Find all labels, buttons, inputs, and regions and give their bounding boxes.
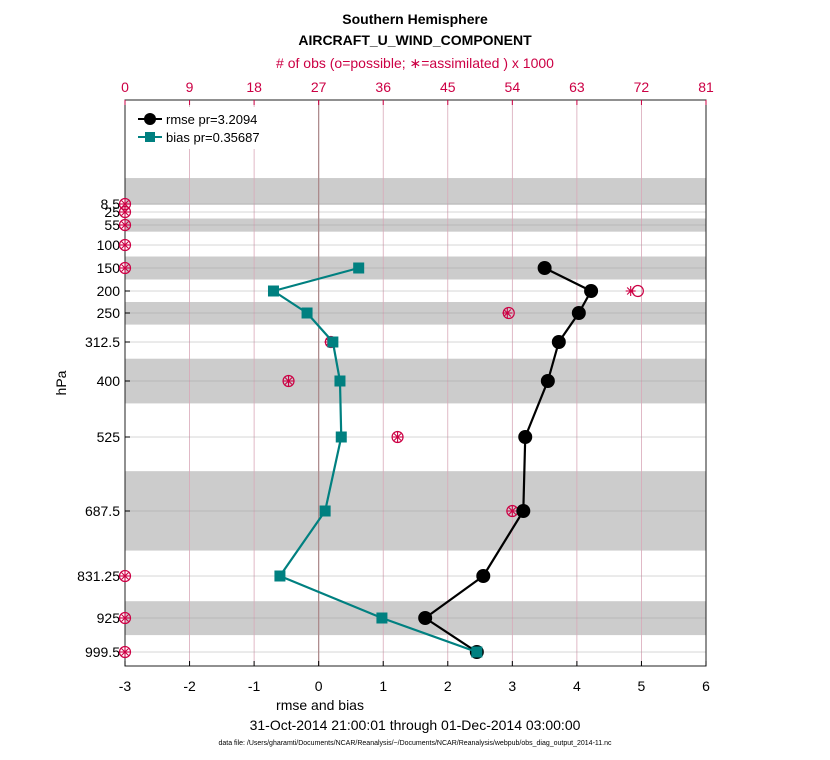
- obs-possible-marker: [391, 430, 404, 444]
- rmse-point: [418, 611, 433, 625]
- top-tick-label: 81: [698, 79, 714, 95]
- bias-point: [335, 431, 347, 443]
- obs-markers: [118, 197, 644, 659]
- x-tick-label: 1: [379, 678, 387, 694]
- y-tick-label: 400: [97, 373, 121, 389]
- legend: rmse pr=3.2094 bias pr=0.35687: [133, 107, 277, 149]
- y-tick-label: 200: [97, 283, 121, 299]
- y-tick-label: 525: [97, 429, 121, 445]
- plot-frame: [124, 99, 707, 667]
- obs-possible-marker: [118, 611, 132, 625]
- obs-possible-marker: [118, 645, 132, 659]
- obs-assimilated-marker: [120, 647, 130, 657]
- axis-ticks: -3 -2 -1 0 1 2 3 4 5 60 9 18 27 36 45 54 63 72 818.5255510…: [77, 79, 714, 694]
- x-tick-label: -2: [183, 678, 196, 694]
- y-tick-label: 250: [97, 305, 121, 321]
- y-tick-label: 925: [97, 610, 121, 626]
- date-range: 31-Oct-2014 21:00:01 through 01-Dec-2014…: [250, 717, 581, 733]
- obs-possible-marker: [282, 374, 295, 388]
- y-tick-label: 8.5: [101, 196, 121, 212]
- y-tick-label: 100: [97, 237, 121, 253]
- obs-assimilated-marker: [120, 220, 130, 230]
- obs-possible-marker: [118, 238, 132, 252]
- bias-point: [376, 612, 388, 624]
- top-tick-label: 36: [375, 79, 391, 95]
- rmse-point: [518, 430, 533, 444]
- rmse-line: [424, 267, 593, 653]
- top-tick-label: 27: [311, 79, 327, 95]
- top-tick-label: 18: [246, 79, 262, 95]
- bias-point: [353, 262, 365, 274]
- obs-possible-marker: [118, 218, 132, 232]
- series-lines: [267, 261, 599, 659]
- legend-box: [133, 107, 277, 149]
- legend-rmse-label: rmse pr=3.2094: [166, 112, 257, 127]
- x-tick-label: -3: [119, 678, 132, 694]
- legend-bias-marker: [145, 132, 155, 142]
- y-tick-label: 312.5: [85, 334, 120, 350]
- obs-assimilated-marker: [120, 613, 130, 623]
- top-tick-label: 0: [121, 79, 129, 95]
- obs-possible-marker: [118, 261, 132, 275]
- bias-point: [471, 646, 483, 658]
- obs-assimilated-marker: [120, 263, 130, 273]
- rmse-point: [516, 504, 531, 518]
- footnote: data file: /Users/gharamti/Documents/NCA…: [218, 740, 612, 747]
- y-tick-label: 25: [104, 204, 120, 220]
- legend-bias-label: bias pr=0.35687: [166, 130, 260, 145]
- y-axis-label: hPa: [53, 370, 69, 395]
- chart-subtitle: AIRCRAFT_U_WIND_COMPONENT: [298, 32, 532, 48]
- obs-assimilated-marker: [283, 376, 294, 386]
- x-tick-label: 5: [638, 678, 646, 694]
- obs-assimilated-marker: [392, 432, 403, 442]
- x-tick-label: 0: [315, 678, 323, 694]
- gray-bands: [125, 178, 706, 636]
- top-tick-label: 63: [569, 79, 585, 95]
- x-tick-label: -1: [248, 678, 261, 694]
- rmse-point: [540, 374, 555, 388]
- bias-point: [319, 505, 331, 517]
- y-tick-label: 55: [104, 217, 120, 233]
- bias-line: [272, 266, 478, 654]
- bias-point: [334, 375, 346, 387]
- legend-rmse-marker: [144, 113, 156, 125]
- rmse-point: [584, 284, 599, 298]
- obs-assimilated-marker: [507, 506, 518, 516]
- y-tick-label: 687.5: [85, 503, 120, 519]
- y-tick-label: 999.5: [85, 644, 120, 660]
- obs-assimilated-marker: [120, 207, 130, 217]
- chart-title: Southern Hemisphere: [342, 11, 488, 27]
- bias-point: [274, 570, 286, 582]
- bias-point: [327, 336, 339, 348]
- gray-band: [125, 302, 706, 325]
- obs-assimilated-marker: [120, 571, 130, 581]
- obs-assimilated-marker: [120, 240, 130, 250]
- y-tick-label: 831.25: [77, 568, 120, 584]
- obs-possible-marker: [118, 569, 132, 583]
- x-tick-label: 6: [702, 678, 710, 694]
- x-tick-label: 3: [508, 678, 516, 694]
- obs-assimilated-marker: [625, 286, 636, 296]
- obs-assimilated-marker: [502, 308, 513, 318]
- top-axis-label: # of obs (o=possible; ∗=assimilated ) x …: [276, 55, 554, 71]
- bias-point: [301, 307, 313, 319]
- top-tick-label: 54: [505, 79, 521, 95]
- rmse-point: [476, 569, 491, 583]
- rmse-point: [537, 261, 552, 275]
- rmse-point: [571, 306, 586, 320]
- bias-point: [267, 285, 279, 297]
- x-tick-label: 4: [573, 678, 581, 694]
- x-tick-label: 2: [444, 678, 452, 694]
- y-tick-label: 150: [97, 260, 121, 276]
- gray-band: [125, 178, 706, 205]
- top-tick-label: 9: [186, 79, 194, 95]
- x-axis-label: rmse and bias: [276, 697, 364, 713]
- rmse-point: [551, 335, 566, 349]
- top-tick-label: 72: [634, 79, 650, 95]
- top-tick-label: 45: [440, 79, 456, 95]
